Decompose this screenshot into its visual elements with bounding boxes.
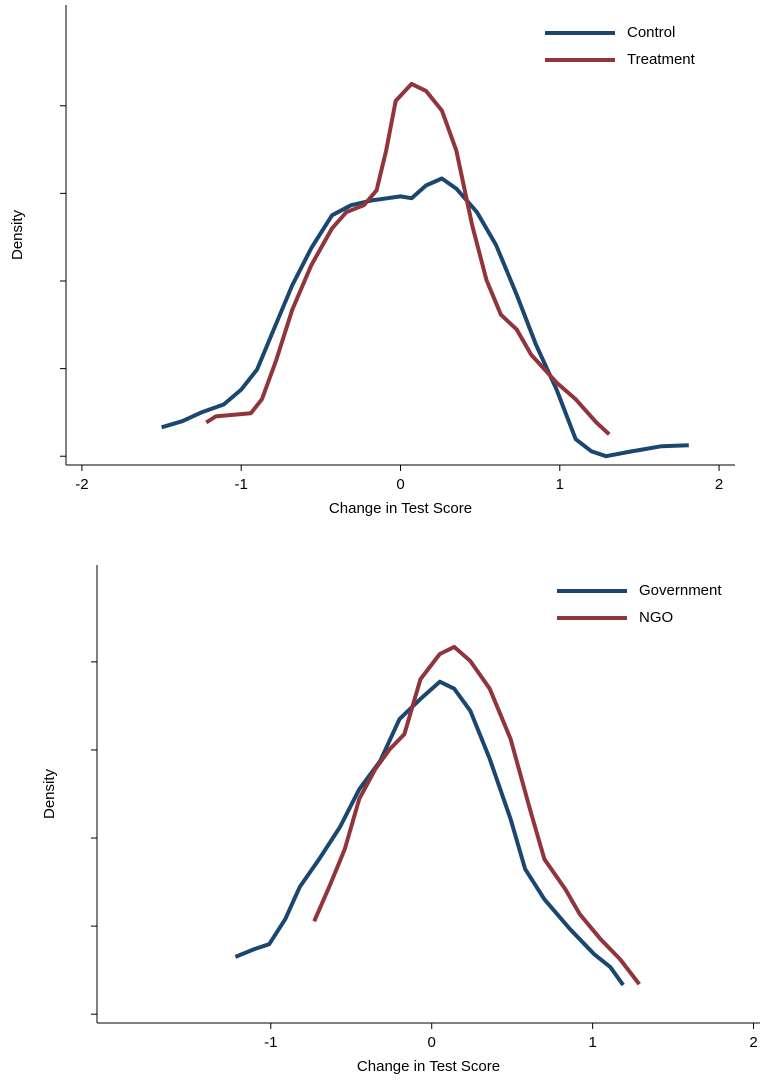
y-axis-title: Density bbox=[41, 768, 58, 819]
x-tick-label: 2 bbox=[749, 1034, 757, 1051]
x-tick-label: 0 bbox=[396, 476, 404, 493]
x-axis-title: Change in Test Score bbox=[357, 1058, 500, 1075]
legend-label: Control bbox=[627, 24, 675, 41]
x-tick-label: 0 bbox=[428, 1034, 436, 1051]
density-line bbox=[161, 176, 689, 459]
density-line bbox=[234, 679, 625, 987]
density-line bbox=[312, 644, 641, 986]
y-axis-title: Density bbox=[9, 209, 26, 260]
legend-label: Government bbox=[639, 582, 722, 599]
x-tick-label: 1 bbox=[588, 1034, 596, 1051]
x-tick-label: 1 bbox=[556, 476, 564, 493]
legend-label: NGO bbox=[639, 609, 673, 626]
legend-label: Treatment bbox=[627, 51, 696, 68]
x-tick-label: -2 bbox=[75, 476, 88, 493]
x-axis-title: Change in Test Score bbox=[329, 500, 472, 517]
x-tick-label: 2 bbox=[715, 476, 723, 493]
x-tick-label: -1 bbox=[264, 1034, 277, 1051]
x-tick-label: -1 bbox=[235, 476, 248, 493]
density-line bbox=[205, 81, 611, 436]
